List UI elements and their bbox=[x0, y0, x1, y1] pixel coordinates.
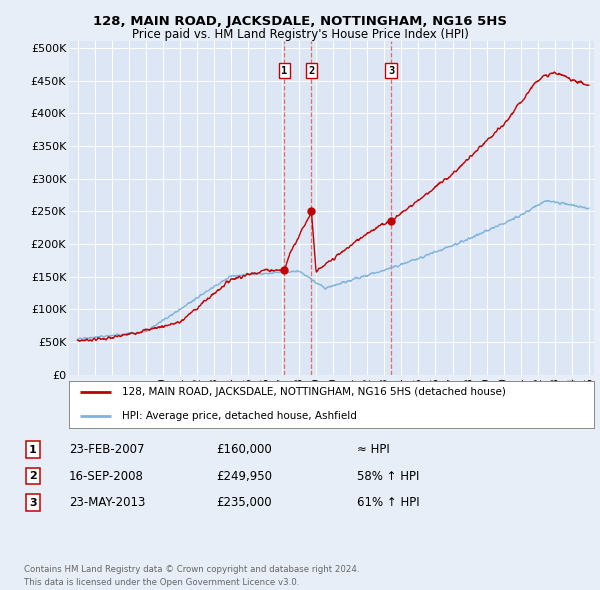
Text: £249,950: £249,950 bbox=[216, 470, 272, 483]
Text: 2: 2 bbox=[308, 65, 314, 76]
Text: 2: 2 bbox=[29, 471, 37, 481]
Text: 58% ↑ HPI: 58% ↑ HPI bbox=[357, 470, 419, 483]
Text: ≈ HPI: ≈ HPI bbox=[357, 443, 390, 456]
Text: 1: 1 bbox=[281, 65, 287, 76]
Text: 128, MAIN ROAD, JACKSDALE, NOTTINGHAM, NG16 5HS (detached house): 128, MAIN ROAD, JACKSDALE, NOTTINGHAM, N… bbox=[121, 388, 505, 397]
Text: 1: 1 bbox=[29, 445, 37, 454]
Text: 16-SEP-2008: 16-SEP-2008 bbox=[69, 470, 144, 483]
Text: 61% ↑ HPI: 61% ↑ HPI bbox=[357, 496, 419, 509]
Text: £160,000: £160,000 bbox=[216, 443, 272, 456]
Text: 3: 3 bbox=[29, 498, 37, 507]
Text: HPI: Average price, detached house, Ashfield: HPI: Average price, detached house, Ashf… bbox=[121, 411, 356, 421]
Text: 23-MAY-2013: 23-MAY-2013 bbox=[69, 496, 145, 509]
Text: 23-FEB-2007: 23-FEB-2007 bbox=[69, 443, 145, 456]
Text: Price paid vs. HM Land Registry's House Price Index (HPI): Price paid vs. HM Land Registry's House … bbox=[131, 28, 469, 41]
Text: Contains HM Land Registry data © Crown copyright and database right 2024.
This d: Contains HM Land Registry data © Crown c… bbox=[24, 565, 359, 587]
Text: 128, MAIN ROAD, JACKSDALE, NOTTINGHAM, NG16 5HS: 128, MAIN ROAD, JACKSDALE, NOTTINGHAM, N… bbox=[93, 15, 507, 28]
Text: £235,000: £235,000 bbox=[216, 496, 272, 509]
Text: 3: 3 bbox=[388, 65, 394, 76]
